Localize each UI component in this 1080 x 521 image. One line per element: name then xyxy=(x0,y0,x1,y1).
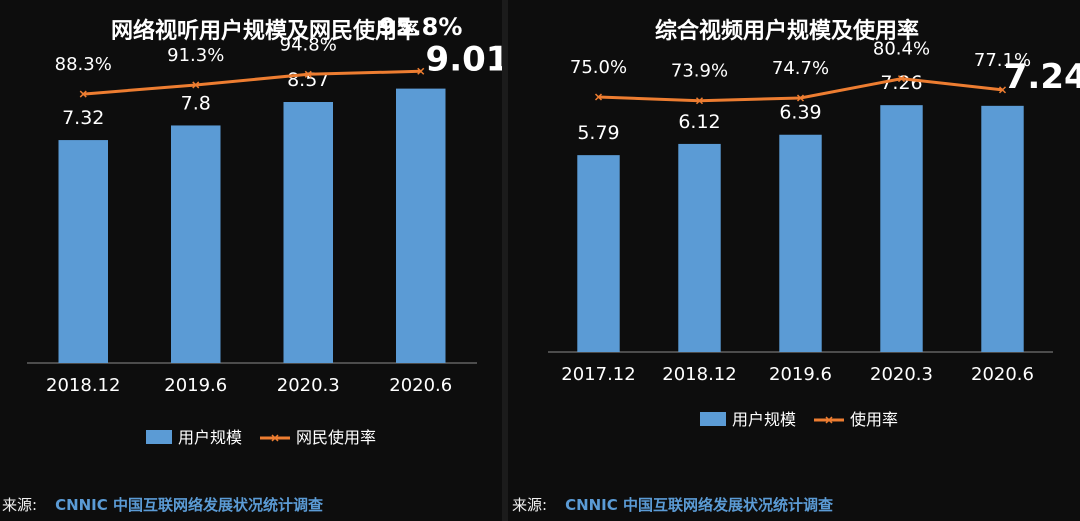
bar-value-label: 5.79 xyxy=(577,122,619,144)
x-tick-label: 2020.6 xyxy=(389,375,452,396)
line-value-label: 77.1% xyxy=(974,50,1031,71)
chart-internet-av-svg: 网络视听用户规模及网民使用率 7.32 2018.12 7.8 2019.6 8.57 20… xyxy=(27,13,502,447)
line-point-marker xyxy=(304,70,312,78)
line-value-label: 94.8% xyxy=(280,34,337,55)
line-value-label: 73.9% xyxy=(671,61,728,82)
line-point-marker xyxy=(998,86,1007,94)
legend-swatch-bar xyxy=(700,412,726,426)
chart-title: 网络视听用户规模及网民使用率 xyxy=(111,18,419,44)
bar-value-label: 7.32 xyxy=(62,107,104,129)
bar-2020.6 xyxy=(396,88,446,363)
x-tick-label: 2020.6 xyxy=(971,364,1034,385)
line-value-label: 88.3% xyxy=(55,54,112,75)
line-point-marker xyxy=(796,94,805,102)
line-point-marker xyxy=(897,75,906,83)
legend-label-line: 使用率 xyxy=(850,410,898,429)
chart-title: 综合视频用户规模及使用率 xyxy=(655,18,919,44)
x-tick-label: 2018.12 xyxy=(662,364,736,385)
legend-marker-line xyxy=(271,434,279,442)
legend-marker-line xyxy=(825,416,833,424)
source-org: CNNIC 中国互联网络发展状况统计调查 xyxy=(565,496,833,514)
source-note-left: 来源: CNNIC 中国互联网络发展状况统计调查 xyxy=(2,494,323,515)
x-tick-label: 2019.6 xyxy=(769,364,832,385)
source-label: 来源: xyxy=(2,496,38,514)
source-note-right: 来源: CNNIC 中国互联网络发展状况统计调查 xyxy=(512,494,833,515)
bar-value-label: 6.12 xyxy=(678,111,720,133)
line-series-网民使用率 xyxy=(83,69,421,96)
chart-panel-online-video: 综合视频用户规模及使用率 5.79 2017.12 6.12 2018.12 6.39 20… xyxy=(508,0,1080,521)
line-value-label: 91.3% xyxy=(167,45,224,66)
line-value-label: 80.4% xyxy=(873,39,930,60)
legend-label-line: 网民使用率 xyxy=(296,428,376,447)
legend-swatch-bar xyxy=(146,430,172,444)
bar-2017.12 xyxy=(577,155,620,352)
line-point-marker xyxy=(79,90,87,98)
x-tick-label: 2020.3 xyxy=(277,375,340,396)
chart-panel-internet-av: 网络视听用户规模及网民使用率 7.32 2018.12 7.8 2019.6 8.57 20… xyxy=(0,0,502,521)
bar-2018.12 xyxy=(58,140,108,363)
bar-2018.12 xyxy=(678,143,721,352)
bar-value-label: 7.26 xyxy=(880,72,922,94)
line-point-marker xyxy=(594,93,603,101)
legend-label-bar: 用户规模 xyxy=(732,410,796,429)
bar-value-label: 7.24 xyxy=(1004,57,1080,97)
x-tick-label: 2019.6 xyxy=(164,375,227,396)
x-tick-label: 2020.3 xyxy=(870,364,933,385)
line-value-label: 74.7% xyxy=(772,58,829,79)
bar-2020.6 xyxy=(981,105,1024,352)
bar-2019.6 xyxy=(171,125,221,363)
bar-value-label: 9.01 xyxy=(426,40,502,80)
bar-value-label: 7.8 xyxy=(181,92,211,114)
chart-online-video-svg: 综合视频用户规模及使用率 5.79 2017.12 6.12 2018.12 6.39 20… xyxy=(548,18,1080,429)
bar-2020.3 xyxy=(283,102,333,363)
line-point-marker xyxy=(417,67,425,75)
line-value-label: 95.8% xyxy=(379,13,462,41)
bar-value-label: 6.39 xyxy=(779,102,821,124)
legend-label-bar: 用户规模 xyxy=(178,428,242,447)
bar-value-label: 8.57 xyxy=(287,69,329,91)
bar-2020.3 xyxy=(880,105,923,352)
x-tick-label: 2017.12 xyxy=(561,364,635,385)
source-label: 来源: xyxy=(512,496,548,514)
line-point-marker xyxy=(695,97,704,105)
source-org: CNNIC 中国互联网络发展状况统计调查 xyxy=(55,496,323,514)
bar-2019.6 xyxy=(779,134,822,352)
line-point-marker xyxy=(192,81,200,89)
line-value-label: 75.0% xyxy=(570,57,627,78)
x-tick-label: 2018.12 xyxy=(46,375,120,396)
